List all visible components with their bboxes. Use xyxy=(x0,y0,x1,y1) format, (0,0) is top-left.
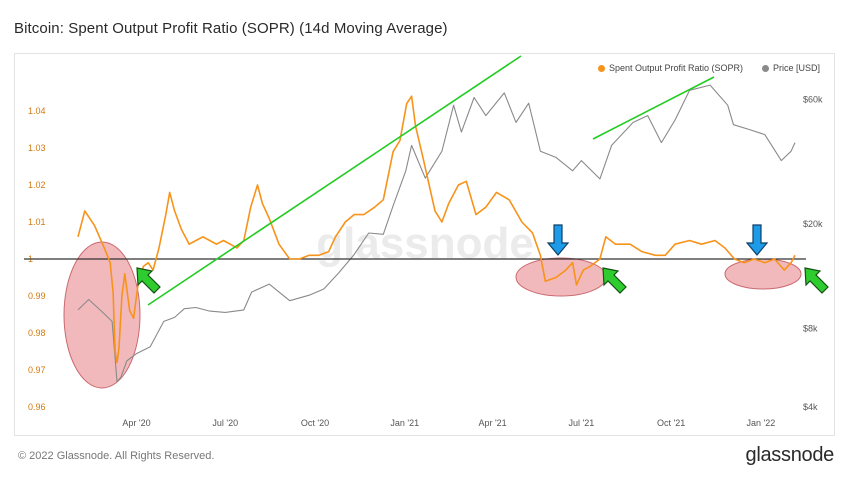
up-arrow-icon-1 xyxy=(136,267,161,294)
chart-title: Bitcoin: Spent Output Profit Ratio (SOPR… xyxy=(14,20,448,37)
sopr-series-line[interactable] xyxy=(77,95,796,364)
up-arrow-icon-2 xyxy=(602,267,627,294)
y-right-tick-label: $20k xyxy=(803,219,823,229)
y-left-tick-label: 1.04 xyxy=(28,106,46,116)
x-tick-label: Apr '21 xyxy=(478,418,506,428)
x-tick-label: Jan '21 xyxy=(390,418,419,428)
up-arrow-icon-3 xyxy=(804,267,829,294)
uptrend-line-2 xyxy=(592,76,715,140)
y-right-tick-label: $4k xyxy=(803,402,818,412)
y-left-tick-label: 1.01 xyxy=(28,217,46,227)
y-left-tick-label: 1.03 xyxy=(28,143,46,153)
y-left-tick-label: 0.98 xyxy=(28,328,46,338)
price-series-line[interactable] xyxy=(77,84,796,383)
y-left-tick-label: 0.96 xyxy=(28,402,46,412)
legend-item-price[interactable]: Price [USD] xyxy=(762,63,820,73)
legend-label-sopr: Spent Output Profit Ratio (SOPR) xyxy=(609,63,744,73)
x-tick-label: Jul '21 xyxy=(568,418,594,428)
y-left-tick-label: 0.97 xyxy=(28,365,46,375)
sopr-legend-dot-icon xyxy=(598,64,605,72)
glassnode-logo: glassnode xyxy=(745,444,835,466)
y-right-tick-label: $60k xyxy=(803,94,823,104)
x-tick-label: Jan '22 xyxy=(746,418,775,428)
capitulation-highlight-1 xyxy=(63,241,141,389)
price-legend-dot-icon xyxy=(762,64,769,72)
y-right-tick-label: $8k xyxy=(803,323,818,333)
copyright-notice: © 2022 Glassnode. All Rights Reserved. xyxy=(18,450,215,462)
x-tick-label: Oct '21 xyxy=(657,418,685,428)
down-arrow-icon-2 xyxy=(745,224,769,256)
x-tick-label: Apr '20 xyxy=(122,418,150,428)
legend-item-sopr[interactable]: Spent Output Profit Ratio (SOPR) xyxy=(598,63,743,73)
x-tick-label: Jul '20 xyxy=(212,418,238,428)
y-left-tick-label: 0.99 xyxy=(28,291,46,301)
uptrend-line-1 xyxy=(147,55,522,306)
down-arrow-icon-1 xyxy=(546,224,570,256)
legend-label-price: Price [USD] xyxy=(773,63,821,73)
x-tick-label: Oct '20 xyxy=(301,418,329,428)
watermark-text: glassnode xyxy=(316,219,534,268)
y-left-tick-label: 1.02 xyxy=(28,180,46,190)
chart-panel xyxy=(14,53,835,436)
